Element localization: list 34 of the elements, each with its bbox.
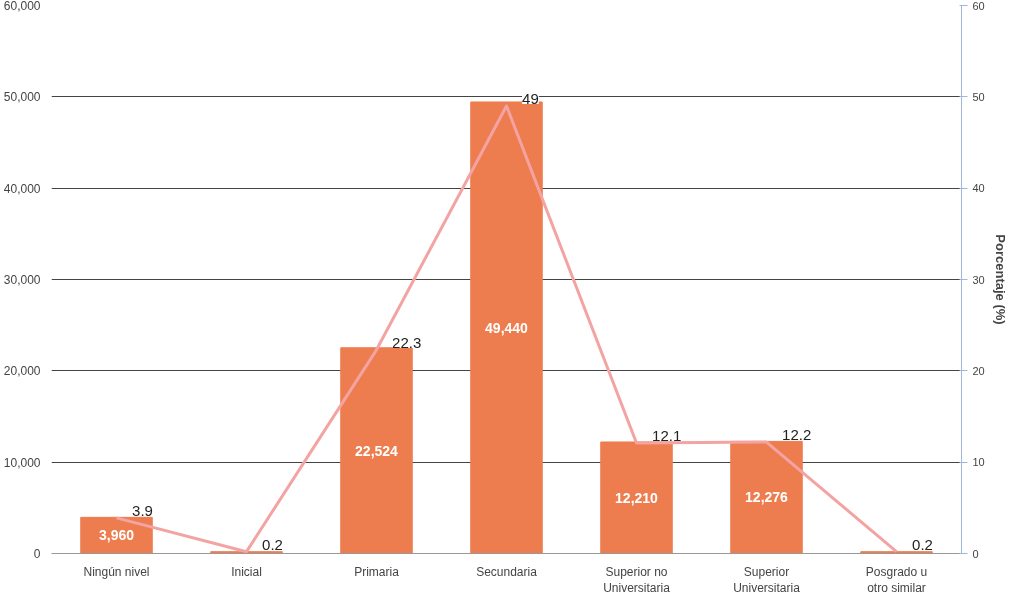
data-label: 12.2: [782, 426, 812, 444]
x-tick-label: Posgrado u otro similar: [865, 564, 928, 596]
y2-axis-title: Porcentaje (%): [992, 234, 1008, 325]
data-label: 3.9: [132, 501, 153, 519]
data-label: 22.3: [392, 333, 422, 351]
y2-tick-label: 0: [972, 547, 979, 560]
y-tick-label: 10,000: [3, 455, 41, 470]
x-tick-label: Secundaria: [476, 564, 538, 579]
x-tick-label: Superior Universitaria: [733, 564, 801, 596]
data-label: 49,440: [485, 319, 529, 336]
x-tick-label: Ningún nivel: [83, 564, 150, 579]
y2-tick-label: 60: [972, 0, 985, 12]
data-label: 12,276: [745, 489, 789, 506]
data-label: 12.1: [652, 426, 682, 444]
y2-tick-label: 10: [972, 456, 985, 469]
y-tick-label: 40,000: [3, 181, 41, 196]
data-label: 0.2: [912, 535, 933, 553]
y2-tick-label: 20: [972, 364, 985, 377]
y-tick-label: 60,000: [3, 0, 41, 13]
data-label: 49: [522, 89, 539, 107]
data-label: 0.2: [262, 535, 283, 553]
y-tick-label: 30,000: [3, 273, 41, 287]
x-tick-label: Primaria: [354, 564, 400, 579]
y2-tick-label: 50: [972, 90, 985, 103]
x-tick-label: Inicial: [231, 564, 262, 579]
data-label: 22,524: [355, 442, 399, 459]
y2-tick-label: 40: [972, 182, 985, 195]
data-label: 12,210: [615, 489, 659, 506]
y2-tick-label: 30: [972, 273, 985, 286]
y-tick-label: 0: [33, 547, 41, 561]
x-tick-label: Superior no Universitaria: [603, 564, 671, 596]
y-tick-label: 50,000: [3, 90, 41, 105]
y-tick-label: 20,000: [3, 364, 41, 379]
data-label: 3,960: [98, 527, 135, 544]
